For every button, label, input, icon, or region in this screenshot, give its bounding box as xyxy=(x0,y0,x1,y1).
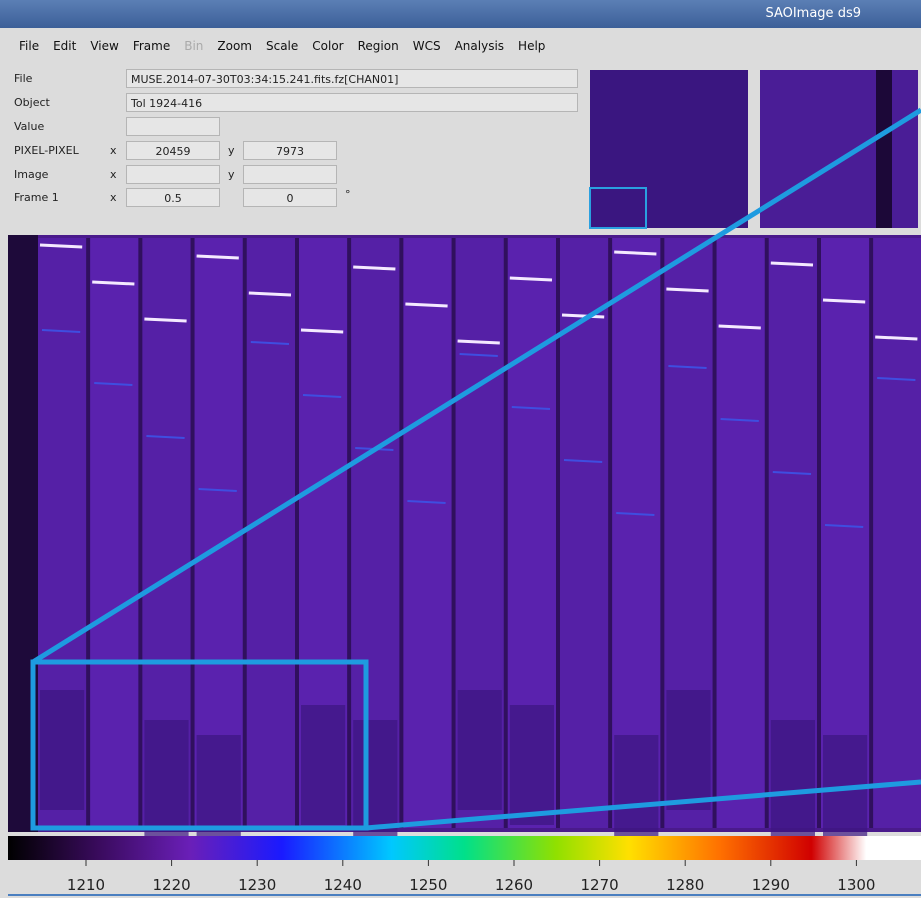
slice-gap xyxy=(660,238,664,828)
slice-gap xyxy=(556,238,560,828)
slice-gap xyxy=(191,238,195,828)
emission-line xyxy=(197,256,239,258)
colorbar-label: 1220 xyxy=(153,876,191,894)
emission-line xyxy=(510,278,552,280)
dark-patch xyxy=(40,690,84,810)
dark-patch xyxy=(771,720,815,840)
slice-gap xyxy=(452,238,456,828)
ds9-window: SAOImage ds9 FileEditViewFrameBinZoomSca… xyxy=(0,0,921,898)
magnifier-gap xyxy=(876,70,892,228)
colorbar-label: 1240 xyxy=(324,876,362,894)
colorbar-label: 1270 xyxy=(581,876,619,894)
dark-patch xyxy=(353,720,397,840)
slice-gap xyxy=(765,238,769,828)
dark-patch xyxy=(510,705,554,825)
slice-gap xyxy=(347,238,351,828)
slice xyxy=(560,238,608,828)
emission-line xyxy=(353,267,395,269)
emission-line xyxy=(458,341,500,343)
slice xyxy=(873,238,921,828)
colorbar-label: 1290 xyxy=(752,876,790,894)
dark-patch xyxy=(301,705,345,825)
emission-line xyxy=(40,245,82,247)
colorbar xyxy=(8,836,921,860)
dark-patch xyxy=(144,720,188,840)
colorbar-label: 1260 xyxy=(495,876,533,894)
emission-line xyxy=(92,282,134,284)
emission-line xyxy=(823,300,865,302)
slice xyxy=(403,238,451,828)
emission-line xyxy=(405,304,447,306)
colorbar-label: 1250 xyxy=(409,876,447,894)
slice-gap xyxy=(713,238,717,828)
emission-line xyxy=(144,319,186,321)
emission-line xyxy=(875,337,917,339)
emission-line xyxy=(771,263,813,265)
slice-gap xyxy=(869,238,873,828)
colorbar-label: 1280 xyxy=(666,876,704,894)
colorbar-label: 1210 xyxy=(67,876,105,894)
slice-gap xyxy=(817,238,821,828)
slice xyxy=(90,238,138,828)
colorbar-label: 1230 xyxy=(238,876,276,894)
emission-line xyxy=(666,289,708,291)
emission-line xyxy=(719,326,761,328)
dark-patch xyxy=(458,690,502,810)
slice xyxy=(247,238,295,828)
image-display: 1210 1220 1230 1240 1250 1260 1270 1280 1290 1300 xyxy=(0,0,921,898)
slice-gap xyxy=(399,238,403,828)
emission-line xyxy=(301,330,343,332)
slice-gap xyxy=(295,238,299,828)
emission-line xyxy=(249,293,291,295)
slice-gap xyxy=(504,238,508,828)
colorbar-label: 1300 xyxy=(837,876,875,894)
emission-line xyxy=(614,252,656,254)
slice-gap xyxy=(86,238,90,828)
emission-line xyxy=(562,315,604,317)
slice-gap xyxy=(138,238,142,828)
dark-patch xyxy=(666,690,710,810)
panner[interactable] xyxy=(590,70,748,228)
magnifier xyxy=(760,70,918,228)
slice-gap xyxy=(608,238,612,828)
